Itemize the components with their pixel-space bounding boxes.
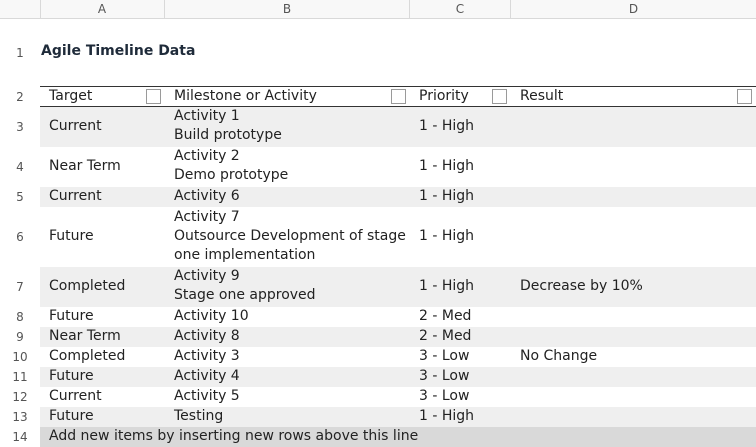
cell-priority[interactable]: 1 - High [419, 188, 475, 204]
cell-milestone[interactable]: Activity 6 [174, 188, 240, 204]
header-top-border [40, 86, 756, 87]
header-priority[interactable]: Priority [419, 88, 469, 104]
cell-milestone[interactable]: Activity 4 [174, 368, 240, 384]
row-header-2[interactable]: 2 [16, 90, 24, 104]
footer-band [40, 427, 756, 447]
row-band [40, 407, 756, 427]
row-header-9[interactable]: 9 [16, 330, 24, 344]
row-header-11[interactable]: 11 [12, 370, 28, 384]
cell-priority[interactable]: 1 - High [419, 228, 475, 244]
row-header-12[interactable]: 12 [12, 390, 28, 404]
row-header-14[interactable]: 14 [12, 430, 28, 444]
cell-target[interactable]: Current [49, 188, 102, 204]
row-header-5[interactable]: 5 [16, 190, 24, 204]
column-header-bar: A B C D [0, 0, 756, 19]
cell-target[interactable]: Future [49, 308, 94, 324]
filter-dropdown-priority[interactable] [492, 89, 507, 104]
column-header-c[interactable]: C [410, 0, 511, 18]
header-bottom-border [40, 106, 756, 107]
cell-milestone[interactable]: Activity 8 [174, 328, 240, 344]
row-header-7[interactable]: 7 [16, 280, 24, 294]
cell-milestone[interactable]: Build prototype [174, 127, 282, 143]
cell-milestone[interactable]: Activity 1 [174, 108, 240, 124]
cell-milestone[interactable]: one implementation [174, 247, 316, 263]
cell-result[interactable]: No Change [520, 348, 598, 364]
cell-milestone[interactable]: Activity 7 [174, 209, 240, 225]
sheet-title[interactable]: Agile Timeline Data [41, 43, 196, 59]
cell-target[interactable]: Future [49, 408, 94, 424]
cell-target[interactable]: Near Term [49, 158, 121, 174]
row-header-4[interactable]: 4 [16, 160, 24, 174]
cell-target[interactable]: Completed [49, 278, 126, 294]
column-header-d[interactable]: D [628, 2, 639, 16]
cell-milestone[interactable]: Outsource Development of stage [174, 228, 406, 244]
cell-priority[interactable]: 3 - Low [419, 388, 470, 404]
cell-milestone[interactable]: Activity 2 [174, 148, 240, 164]
cell-milestone[interactable]: Demo prototype [174, 167, 289, 183]
row-band [40, 327, 756, 347]
row-header-6[interactable]: 6 [16, 230, 24, 244]
cell-priority[interactable]: 1 - High [419, 408, 475, 424]
select-all-corner[interactable] [0, 0, 41, 18]
row-band [40, 107, 756, 147]
header-target[interactable]: Target [49, 88, 93, 104]
filter-dropdown-target[interactable] [146, 89, 161, 104]
cell-priority[interactable]: 3 - Low [419, 368, 470, 384]
cell-priority[interactable]: 1 - High [419, 278, 475, 294]
cell-target[interactable]: Future [49, 368, 94, 384]
cell-milestone[interactable]: Stage one approved [174, 287, 316, 303]
column-header-a[interactable]: A [40, 0, 165, 18]
row-band [40, 267, 756, 307]
footer-instruction[interactable]: Add new items by inserting new rows abov… [49, 428, 419, 444]
row-header-13[interactable]: 13 [12, 410, 28, 424]
cell-milestone[interactable]: Testing [174, 408, 224, 424]
cell-milestone[interactable]: Activity 9 [174, 268, 240, 284]
cell-priority[interactable]: 1 - High [419, 158, 475, 174]
filter-dropdown-result[interactable] [737, 89, 752, 104]
cell-result[interactable]: Decrease by 10% [520, 278, 643, 294]
cell-target[interactable]: Completed [49, 348, 126, 364]
row-header-3[interactable]: 3 [16, 120, 24, 134]
cell-target[interactable]: Current [49, 118, 102, 134]
header-result[interactable]: Result [520, 88, 564, 104]
cell-priority[interactable]: 2 - Med [419, 308, 472, 324]
row-band [40, 187, 756, 207]
cell-priority[interactable]: 3 - Low [419, 348, 470, 364]
row-band [40, 367, 756, 387]
cell-priority[interactable]: 2 - Med [419, 328, 472, 344]
column-header-b[interactable]: B [165, 0, 410, 18]
cell-milestone[interactable]: Activity 5 [174, 388, 240, 404]
cell-milestone[interactable]: Activity 3 [174, 348, 240, 364]
row-header-8[interactable]: 8 [16, 310, 24, 324]
header-milestone[interactable]: Milestone or Activity [174, 88, 317, 104]
row-header-10[interactable]: 10 [12, 350, 28, 364]
cell-target[interactable]: Future [49, 228, 94, 244]
filter-dropdown-milestone[interactable] [391, 89, 406, 104]
row-header-1[interactable]: 1 [16, 46, 24, 60]
cell-target[interactable]: Current [49, 388, 102, 404]
cell-priority[interactable]: 1 - High [419, 118, 475, 134]
cell-milestone[interactable]: Activity 10 [174, 308, 249, 324]
cell-target[interactable]: Near Term [49, 328, 121, 344]
